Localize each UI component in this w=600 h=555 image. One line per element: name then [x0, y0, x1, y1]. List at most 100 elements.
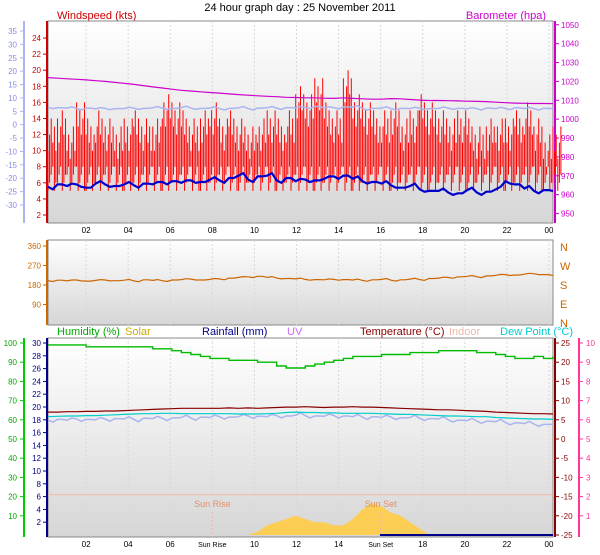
direction-series-group	[47, 272, 554, 283]
humidity-tick-label-8: 90	[8, 358, 17, 367]
humidity-tick-label-3: 40	[8, 454, 17, 463]
temperature-tick-group: -25 -20 -15 -10 -5 0 5 10 15 20 25	[555, 339, 573, 540]
humidity-x-tick-6: 14	[334, 540, 343, 549]
humidity-x-tick-2: 06	[166, 540, 175, 549]
rainfall-tick-label-8: 18	[32, 416, 41, 425]
humidity-series	[48, 344, 554, 369]
panel-humidity-frame	[47, 337, 554, 538]
solar-axis-label: Solar	[125, 326, 151, 338]
uv-tick-label-1: 2	[586, 493, 591, 502]
rainfall-tick-label-12: 26	[32, 365, 41, 374]
temperature-tick-label-8: 15	[561, 377, 570, 386]
windspeed-tick-label-10: 22	[32, 50, 41, 59]
temperature-tick-label-10: 25	[561, 339, 570, 348]
uv-axis-label: UV	[287, 326, 303, 338]
uv-tick-label-8: 9	[586, 358, 591, 367]
rainfall-tick-label-10: 22	[32, 390, 41, 399]
barometer-series	[47, 77, 554, 105]
direction-tick-label-1: 180	[28, 281, 42, 290]
wind-x-tick-9: 20	[460, 226, 469, 235]
wind-x-tick-1: 04	[124, 226, 133, 235]
uv-tick-label-0: 1	[586, 512, 591, 521]
wind-x-tick-6: 14	[334, 226, 343, 235]
rainfall-tick-label-7: 16	[32, 429, 41, 438]
chart-title: 24 hour graph day : 25 November 2011	[204, 2, 395, 14]
barometer-tick-label-6: 1010	[561, 96, 579, 105]
humidity-tick-label-2: 30	[8, 473, 17, 482]
windspeed-tick-label-11: 24	[32, 34, 41, 43]
compass-label-0: N	[560, 242, 568, 254]
windspeed-axis-label: Windspeed (kts)	[57, 10, 136, 22]
uv-tick-label-6: 7	[586, 397, 591, 406]
humidity-x-tick-5: 12	[292, 540, 301, 549]
temperature-tick-label-3: -10	[561, 473, 573, 482]
compass-label-1: W	[560, 261, 571, 273]
uv-tick-label-5: 6	[586, 416, 591, 425]
temp-tick-label-1: -25	[5, 188, 17, 197]
temp-tick-label-3: -15	[5, 161, 17, 170]
rainfall-tick-label-2: 6	[37, 493, 42, 502]
dewpoint-axis-label: Dew Point (°C)	[500, 326, 573, 338]
temperature-tick-label-2: -15	[561, 493, 573, 502]
barometer-tick-label-7: 1020	[561, 77, 579, 86]
wind-x-tick-5: 12	[292, 226, 301, 235]
windspeed-tick-label-4: 10	[32, 147, 41, 156]
rainfall-tick-label-1: 4	[37, 505, 42, 514]
wind-x-tick-0: 02	[82, 226, 91, 235]
windspeed-tick-label-8: 18	[32, 82, 41, 91]
temperature-series	[48, 406, 554, 415]
humidity-x-tick-3: Sun Rise	[198, 542, 227, 549]
humidity-tick-label-0: 10	[8, 512, 17, 521]
humidity-x-tick-10: 22	[502, 540, 511, 549]
humidity-tick-label-6: 70	[8, 397, 17, 406]
humidity-axis-label: Humidity (%)	[57, 326, 120, 338]
direction-tick-group: 90 180 270 360	[28, 242, 47, 310]
rainfall-tick-label-11: 24	[32, 377, 41, 386]
direction-tick-label-2: 270	[28, 262, 42, 271]
humidity-x-tick-1: 04	[124, 540, 133, 549]
humidity-x-tick-11: 00	[545, 540, 554, 549]
sunrise-marker-label: Sun Rise	[194, 499, 231, 509]
temperature-tick-label-5: 0	[561, 435, 566, 444]
temperature-tick-label-7: 10	[561, 397, 570, 406]
wind-x-tick-10: 22	[502, 226, 511, 235]
wind-x-ticks: 02 04 06 08 10 12 14 16 18 20 22 00	[82, 226, 554, 235]
barometer-tick-label-9: 1040	[561, 40, 579, 49]
windspeed-tick-label-1: 4	[37, 195, 42, 204]
barometer-tick-label-1: 960	[561, 191, 575, 200]
windspeed-tick-label-6: 14	[32, 114, 41, 123]
wind-x-tick-8: 18	[418, 226, 427, 235]
barometer-tick-group: 950 960 970 980 990 1000 1010 1020 1030 1040 1050	[555, 21, 579, 219]
temp-tick-label-8: 10	[8, 94, 17, 103]
compass-label-2: S	[560, 280, 567, 292]
uv-tick-label-7: 8	[586, 377, 591, 386]
temp-tick-label-10: 20	[8, 67, 17, 76]
temp-tick-label-4: -10	[5, 147, 17, 156]
rainfall-tick-label-13: 28	[32, 352, 41, 361]
humidity-tick-group: 10 20 30 40 50 60 70 80 90 100	[4, 339, 24, 521]
windspeed-tick-label-2: 6	[37, 179, 42, 188]
temperature-tick-label-6: 5	[561, 416, 566, 425]
humidity-grid	[85, 338, 550, 537]
uv-tick-label-3: 4	[586, 454, 591, 463]
temperature-tick-label-0: -25	[561, 531, 573, 540]
wind-direction-series	[47, 272, 554, 283]
temp-tick-label-13: 35	[8, 27, 17, 36]
rainfall-axis-label: Rainfall (mm)	[202, 326, 267, 338]
humidity-x-tick-4: 10	[250, 540, 259, 549]
uv-tick-label-9: 10	[586, 339, 595, 348]
barometer-tick-label-8: 1030	[561, 59, 579, 68]
solar-series	[48, 503, 553, 535]
wind-x-tick-2: 06	[166, 226, 175, 235]
wind-x-tick-7: 16	[376, 226, 385, 235]
wind-x-tick-3: 08	[208, 226, 217, 235]
barometer-axis-label: Barometer (hpa)	[466, 10, 546, 22]
uv-tick-label-2: 3	[586, 473, 591, 482]
windspeed-tick-label-0: 2	[37, 211, 42, 220]
rainfall-tick-label-14: 30	[32, 339, 41, 348]
temp-tick-label-0: -30	[5, 201, 17, 210]
barometer-tick-label-4: 990	[561, 134, 575, 143]
sun-markers: Sun Rise Sun Set	[194, 499, 397, 537]
